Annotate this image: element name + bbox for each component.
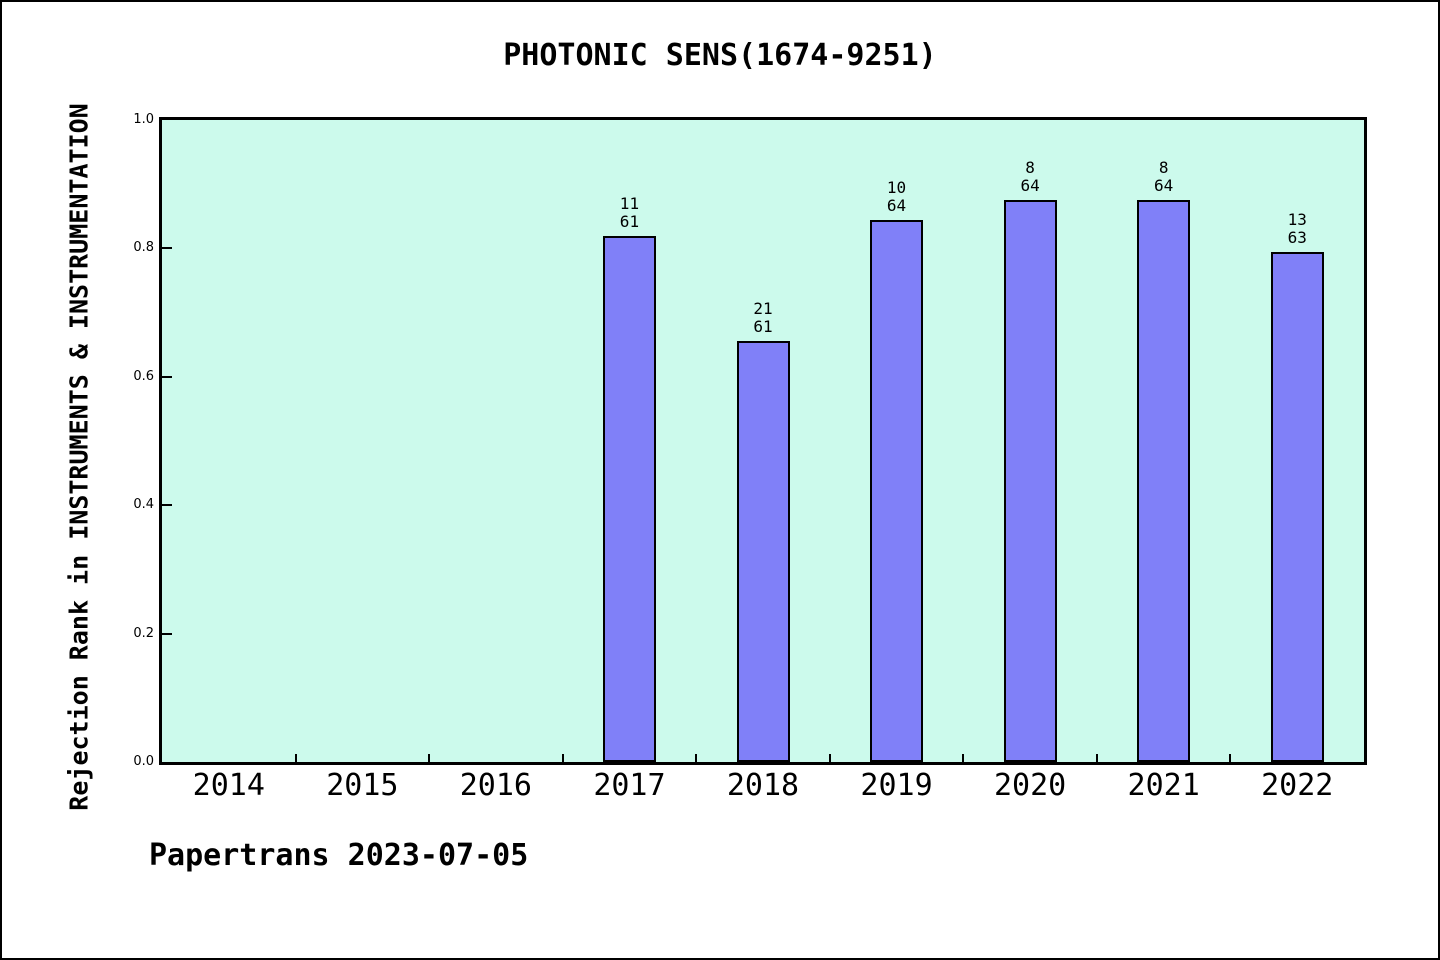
x-minor-tick: [962, 754, 965, 762]
y-tick-label-0.4: 0.4: [133, 497, 154, 513]
x-minor-tick: [428, 754, 431, 762]
x-minor-tick: [828, 754, 831, 762]
bar-label-2021: 8 64: [1154, 158, 1174, 196]
x-minor-tick: [561, 754, 564, 762]
y-tick-label-0.0: 0.0: [133, 754, 154, 769]
x-minor-tick: [1229, 754, 1232, 762]
x-tick-label-2019: 2019: [860, 768, 933, 803]
bar-2019: [870, 220, 924, 762]
x-minor-tick: [1095, 754, 1098, 762]
x-tick-label-2018: 2018: [726, 768, 800, 803]
y-tick-label-0.8: 0.8: [133, 240, 154, 256]
y-axis-label: Rejection Rank in INSTRUMENTS & INSTRUME…: [64, 103, 94, 811]
chart-title: PHOTONIC SENS(1674-9251): [503, 38, 937, 73]
bar-2022: [1270, 252, 1324, 762]
x-tick-label-2016: 2016: [459, 768, 532, 803]
y-tick-label-0.2: 0.2: [133, 625, 154, 641]
footer-watermark: Papertrans 2023-07-05: [149, 838, 529, 873]
bar-2017: [602, 235, 656, 762]
x-tick-label-2021: 2021: [1127, 768, 1200, 803]
y-tick-label-0.6: 0.6: [133, 368, 154, 384]
y-tick-mark: [162, 504, 172, 507]
y-tick-mark: [162, 247, 172, 250]
x-tick-label-2020: 2020: [993, 768, 1067, 803]
x-minor-tick: [695, 754, 698, 762]
bar-2021: [1137, 200, 1191, 762]
x-tick-label-2017: 2017: [593, 768, 666, 803]
bar-label-2017: 11 61: [619, 193, 640, 231]
y-tick-mark: [162, 375, 172, 378]
y-tick-mark: [162, 632, 172, 635]
x-tick-label-2022: 2022: [1261, 768, 1334, 803]
bar-label-2022: 13 63: [1287, 210, 1307, 248]
x-tick-label-2014: 2014: [192, 768, 265, 803]
bar-2020: [1003, 200, 1057, 762]
bar-label-2020: 8 64: [1020, 158, 1040, 196]
x-tick-label-2015: 2015: [326, 768, 399, 803]
x-minor-tick: [294, 754, 297, 762]
bar-label-2018: 21 61: [753, 299, 773, 337]
bar-label-2019: 10 64: [886, 178, 907, 216]
bar-2018: [736, 341, 790, 762]
y-tick-label-1.0: 1.0: [133, 112, 154, 127]
